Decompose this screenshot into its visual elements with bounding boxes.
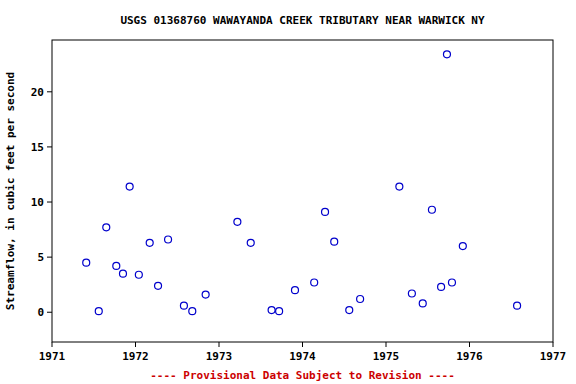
data-point [331, 238, 338, 245]
data-point [428, 206, 435, 213]
data-point [419, 300, 426, 307]
y-tick-label: 5 [37, 251, 44, 264]
x-tick [52, 342, 53, 347]
title: USGS 01368760 WAWAYANDA CREEK TRIBUTARY … [120, 14, 485, 27]
data-point [276, 308, 283, 315]
x-tick-label: 1976 [456, 350, 483, 363]
data-point [83, 259, 90, 266]
data-point [514, 302, 521, 309]
data-point [146, 239, 153, 246]
y-tick-label: 15 [31, 141, 44, 154]
points [83, 51, 521, 315]
x-tick-label: 1975 [373, 350, 400, 363]
data-point [234, 218, 241, 225]
y-tick [47, 146, 52, 147]
x-tick-label: 1973 [206, 350, 233, 363]
data-point [357, 296, 364, 303]
data-point [459, 243, 466, 250]
data-point [189, 308, 196, 315]
x-tick [219, 342, 220, 347]
data-point [180, 302, 187, 309]
data-point [448, 279, 455, 286]
x-tick [553, 342, 554, 347]
data-point [438, 283, 445, 290]
data-point [202, 291, 209, 298]
x-tick-label: 1972 [122, 350, 149, 363]
y-tick-label: 10 [31, 196, 44, 209]
data-point [165, 236, 172, 243]
data-point [346, 307, 353, 314]
data-point [119, 270, 126, 277]
x-tick-label: 1977 [540, 350, 567, 363]
x-tick-label: 1971 [39, 350, 66, 363]
data-point [155, 282, 162, 289]
data-point [443, 51, 450, 58]
chart-svg: USGS 01368760 WAWAYANDA CREEK TRIBUTARY … [0, 0, 576, 384]
plot-frame [52, 40, 553, 342]
x-tick [135, 342, 136, 347]
data-point [135, 271, 142, 278]
data-point [247, 239, 254, 246]
y-axis-label: Streamflow, in cubic feet per second [4, 72, 17, 310]
x-tick [302, 342, 303, 347]
data-point [291, 287, 298, 294]
data-point [311, 279, 318, 286]
y-tick [47, 312, 52, 313]
data-point [95, 308, 102, 315]
data-point [113, 262, 120, 269]
x-tick [386, 342, 387, 347]
x-tick-label: 1974 [289, 350, 316, 363]
y-tick [47, 202, 52, 203]
data-point [103, 224, 110, 231]
data-point [268, 307, 275, 314]
y-tick-label: 0 [37, 306, 44, 319]
y-tick-label: 20 [31, 86, 44, 99]
data-point [408, 290, 415, 297]
y-tick [47, 91, 52, 92]
annotation: ---- Provisional Data Subject to Revisio… [150, 369, 455, 382]
y-tick [47, 257, 52, 258]
data-point [126, 183, 133, 190]
data-point [396, 183, 403, 190]
chart-container: USGS 01368760 WAWAYANDA CREEK TRIBUTARY … [0, 0, 576, 384]
data-point [322, 208, 329, 215]
x-tick [469, 342, 470, 347]
